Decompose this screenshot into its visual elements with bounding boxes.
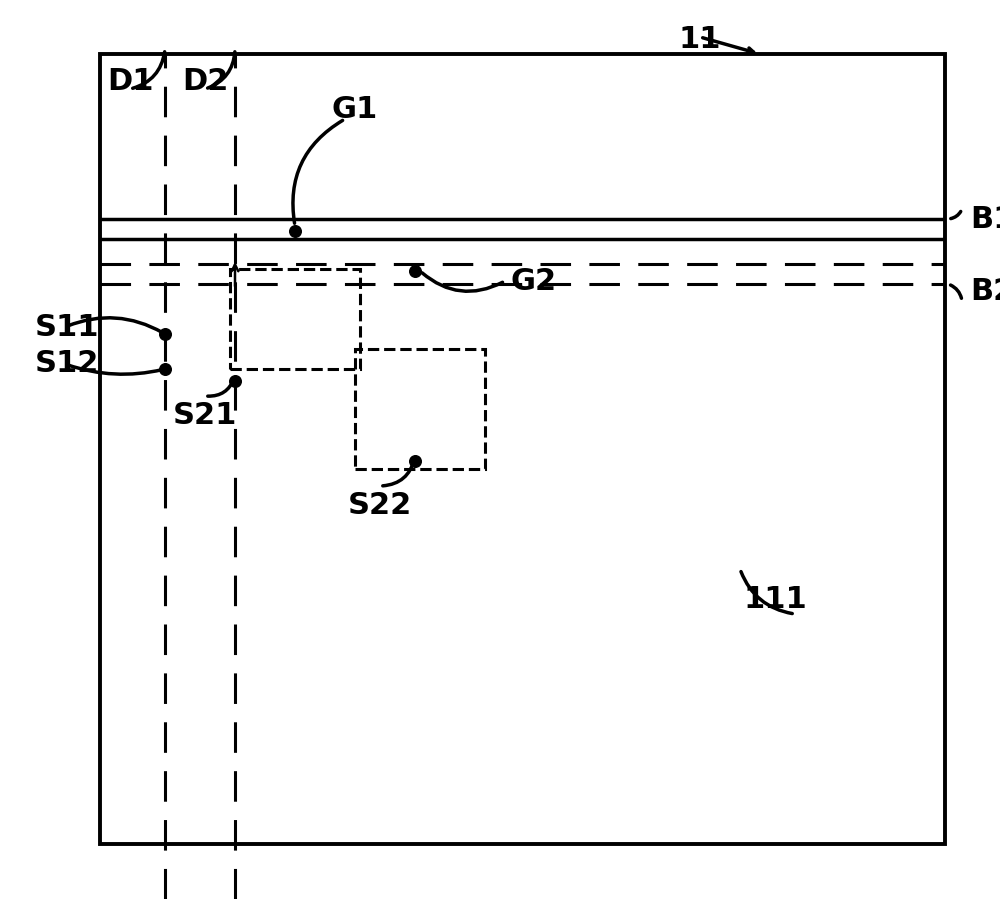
Text: G2: G2 xyxy=(510,266,556,296)
Point xyxy=(287,224,303,238)
Point xyxy=(407,263,423,278)
Text: 11: 11 xyxy=(679,24,721,54)
Text: 111: 111 xyxy=(743,584,807,613)
Text: B1: B1 xyxy=(970,204,1000,234)
Text: S22: S22 xyxy=(348,491,412,520)
Text: S11: S11 xyxy=(35,313,100,342)
Point xyxy=(407,454,423,468)
Text: S21: S21 xyxy=(173,401,237,430)
Text: S12: S12 xyxy=(35,350,99,378)
Text: D1: D1 xyxy=(107,67,153,95)
Text: B2: B2 xyxy=(970,277,1000,306)
Point xyxy=(157,361,173,376)
Bar xyxy=(355,349,485,469)
Bar xyxy=(100,54,945,844)
Text: D2: D2 xyxy=(182,67,228,95)
Bar xyxy=(230,269,360,369)
Text: G1: G1 xyxy=(332,94,378,123)
Point xyxy=(227,374,243,388)
Point xyxy=(157,327,173,342)
